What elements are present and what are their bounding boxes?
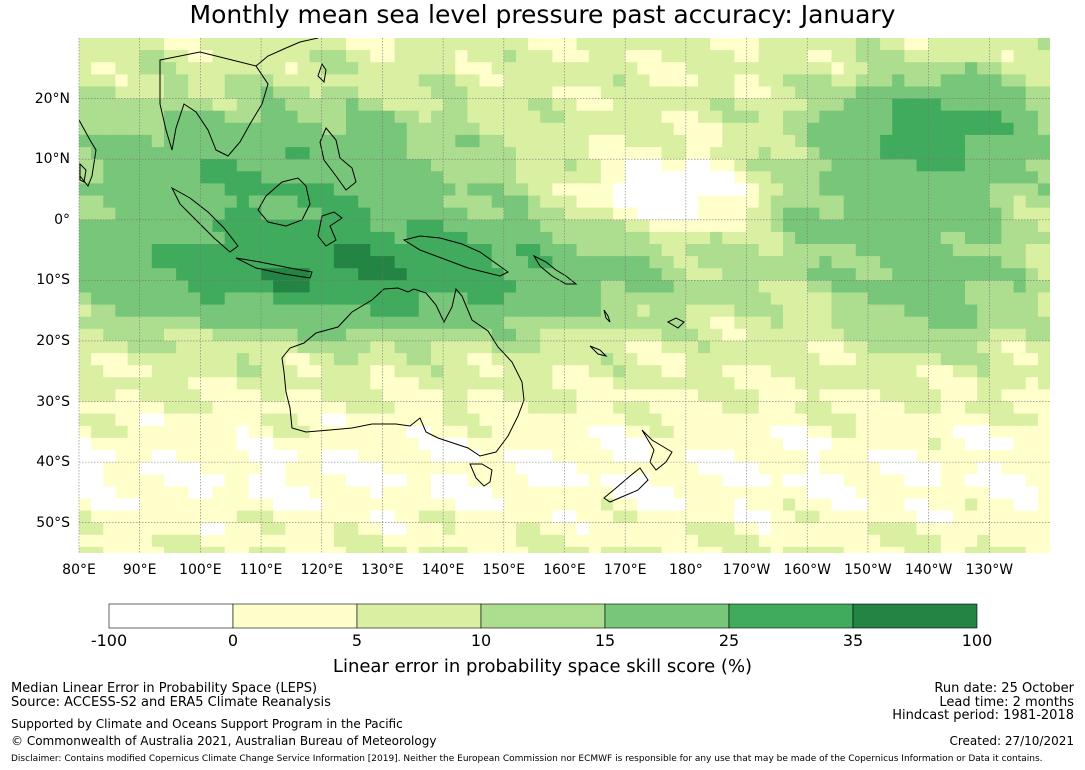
longitude-label: 170°E — [603, 562, 647, 578]
philippines-coastline — [319, 127, 357, 191]
longitude-label: 130°E — [361, 562, 404, 578]
longitude-label: 100°E — [179, 562, 222, 578]
sulawesi-coastline — [317, 211, 343, 247]
australia-coastline — [281, 287, 525, 457]
info-copyright: © Commonwealth of Australia 2021, Austra… — [11, 734, 437, 748]
colorbar-segment — [480, 603, 606, 629]
lead-time: Lead time: 2 months — [939, 695, 1074, 710]
info-support: Supported by Climate and Oceans Support … — [11, 717, 403, 731]
colorbar-tick-label: 35 — [842, 631, 864, 650]
colorbar-tick-label: 0 — [227, 631, 239, 650]
colorbar-tick-label: 15 — [594, 631, 616, 650]
map-gridlines — [78, 38, 1050, 553]
colorbar-label: Linear error in probability space skill … — [332, 656, 753, 677]
page-title: Monthly mean sea level pressure past acc… — [189, 0, 896, 29]
longitude-label: 90°E — [122, 562, 157, 578]
colorbar-segment — [108, 603, 234, 629]
hindcast-period: Hindcast period: 1981-2018 — [892, 708, 1074, 723]
sri-lanka-coastline — [79, 162, 87, 183]
indochina-coastline — [159, 51, 269, 157]
china-coastline — [255, 38, 319, 67]
vanuatu-coastline — [603, 309, 611, 323]
colorbar-segment — [356, 603, 482, 629]
longitude-label: 80°E — [62, 562, 96, 578]
created-date: Created: 27/10/2021 — [949, 734, 1074, 748]
colorbar-segment — [728, 603, 854, 629]
disclaimer: Disclaimer: Contains modified Copernicus… — [11, 754, 1043, 764]
longitude-label: 150°W — [844, 562, 892, 578]
colorbar-segment — [604, 603, 730, 629]
coastlines — [79, 38, 685, 503]
colorbar-tick-label: 10 — [470, 631, 492, 650]
colorbar-tick-label: -100 — [90, 631, 128, 650]
colorbar-tick-label: 5 — [351, 631, 363, 650]
colorbar-segment — [852, 603, 978, 629]
longitude-label: 160°E — [543, 562, 586, 578]
longitude-label: 180° — [669, 562, 703, 578]
latitude-label: 10°S — [36, 272, 70, 289]
borneo-coastline — [257, 177, 311, 227]
taiwan-coastline — [317, 62, 327, 84]
longitude-label: 140°E — [421, 562, 465, 578]
latitude-label: 40°S — [36, 454, 70, 471]
new-guinea-coastline — [402, 235, 509, 277]
longitude-label: 110°E — [239, 562, 283, 578]
latitude-label: 0° — [54, 211, 70, 228]
latitude-label: 50°S — [36, 514, 70, 531]
new-caledonia-coastline — [589, 345, 608, 357]
longitude-label: 170°W — [722, 562, 771, 578]
longitude-label: 160°W — [783, 562, 832, 578]
longitude-label: 150°E — [482, 562, 526, 578]
info-metric: Median Linear Error in Probability Space… — [11, 681, 318, 696]
new-zealand-north-coastline — [641, 429, 673, 471]
colorbar-segment — [232, 603, 358, 629]
latitude-label: 20°S — [36, 332, 70, 349]
tasmania-coastline — [469, 463, 493, 487]
india-coastline — [79, 119, 97, 187]
longitude-label: 140°W — [904, 562, 953, 578]
java-coastline — [235, 257, 313, 279]
run-date: Run date: 25 October — [934, 681, 1074, 696]
latitude-label: 30°S — [36, 393, 70, 410]
info-source: Source: ACCESS-S2 and ERA5 Climate Reana… — [11, 695, 331, 710]
longitude-label: 120°E — [300, 562, 344, 578]
colorbar-tick-label: 100 — [961, 631, 993, 650]
solomon-islands-coastline — [532, 254, 578, 285]
sumatra-coastline — [170, 186, 239, 253]
longitude-label: 130°W — [965, 562, 1014, 578]
skill-score-field — [79, 38, 1050, 553]
colorbar — [108, 603, 978, 629]
latitude-label: 10°N — [34, 151, 70, 168]
colorbar-tick-label: 25 — [718, 631, 740, 650]
latitude-label: 20°N — [34, 90, 70, 107]
fiji-coastline — [666, 317, 685, 329]
